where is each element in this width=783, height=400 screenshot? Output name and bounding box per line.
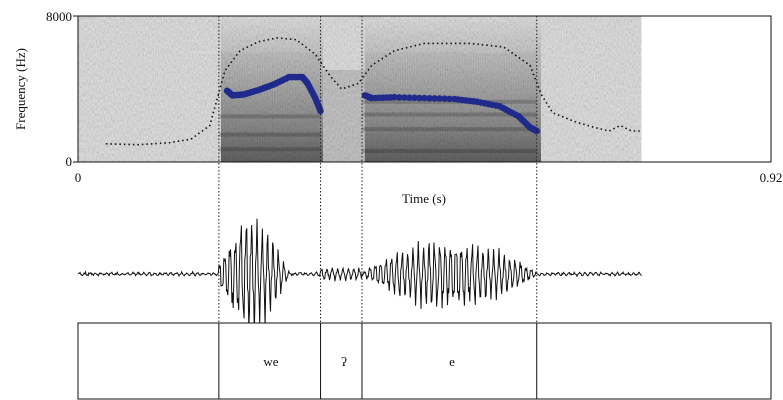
tier-label-e: e bbox=[449, 354, 455, 369]
pitch-point bbox=[416, 94, 423, 102]
pitch-point bbox=[426, 95, 433, 102]
tier-label-we: we bbox=[263, 354, 278, 369]
spectrogram-frame bbox=[77, 15, 772, 163]
formant-band bbox=[218, 147, 321, 152]
tier-label-glottal-stop: ʔ bbox=[341, 354, 347, 369]
spectrogram-blank-area bbox=[641, 16, 771, 162]
segment-boundaries bbox=[218, 16, 538, 399]
y-tick-label-bottom: 0 bbox=[66, 154, 73, 169]
x-tick-label-right: 0.92 bbox=[760, 170, 783, 185]
formant-band bbox=[218, 132, 321, 137]
x-tick-label-left: 0 bbox=[75, 170, 82, 185]
pitch-point bbox=[446, 95, 453, 103]
textgrid-tier: we ʔ e bbox=[77, 322, 772, 400]
waveform-panel bbox=[77, 218, 642, 334]
pitch-point bbox=[441, 95, 448, 102]
pitch-point bbox=[431, 95, 438, 102]
pitch-point bbox=[411, 94, 418, 102]
pitch-point bbox=[421, 94, 428, 102]
voiced-energy-3 bbox=[365, 16, 541, 162]
formant-band bbox=[361, 127, 537, 132]
tier-frame bbox=[77, 322, 772, 400]
formant-bands bbox=[218, 16, 771, 162]
pitch-point bbox=[436, 95, 443, 102]
spectrogram-panel: 8000 0 Frequency (Hz) 0 0.92 Time (s) bbox=[13, 9, 782, 206]
voiced-energy-2 bbox=[323, 70, 365, 162]
voiced-energy-1 bbox=[221, 16, 323, 162]
pitch-point bbox=[391, 93, 398, 101]
pitch-point bbox=[533, 127, 540, 135]
pitch-point bbox=[401, 94, 408, 101]
pitch-point bbox=[406, 94, 413, 101]
spectrogram-noise bbox=[78, 16, 646, 162]
pitch-point bbox=[396, 94, 403, 101]
formant-band bbox=[361, 149, 537, 154]
x-axis-title: Time (s) bbox=[402, 191, 446, 206]
formant-band bbox=[218, 114, 321, 119]
pitch-track bbox=[223, 73, 540, 135]
formant-band bbox=[361, 112, 537, 117]
y-axis-title: Frequency (Hz) bbox=[13, 48, 28, 130]
y-tick-label-top: 8000 bbox=[46, 9, 72, 24]
waveform-line bbox=[77, 218, 642, 334]
